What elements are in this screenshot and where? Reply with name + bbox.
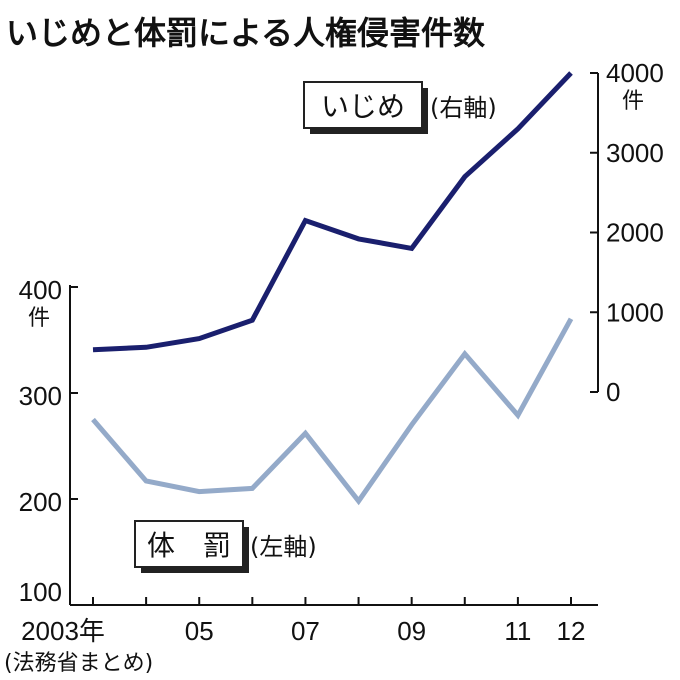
legend-ijime: いじめ (右軸) [303, 81, 497, 134]
legend-ijime-box [303, 81, 423, 129]
right-axis-tick-label: 1000 [606, 297, 664, 327]
legend-taibatsu-label: 体 罰 [147, 529, 231, 562]
right-axis-tick-label: 4000 [606, 58, 664, 88]
right-axis-unit: 件 [622, 89, 644, 114]
left-axis-tick-label: 300 [19, 381, 62, 411]
x-axis-tick-label: 11 [504, 616, 531, 646]
right-axis: 0 1000 2000 3000 4000 [590, 58, 664, 407]
right-axis-tick-label: 3000 [606, 138, 664, 168]
legend-taibatsu-axis-note: (左軸) [250, 533, 317, 561]
x-axis-tick-label: 07 [291, 616, 320, 646]
left-axis-tick-label: 200 [19, 487, 62, 517]
source-note: (法務省まとめ) [4, 651, 153, 676]
left-axis: 100 200 300 400 [19, 275, 78, 607]
x-axis-tick-label: 05 [185, 616, 214, 646]
x-axis: 2003年 05 07 09 11 12 [21, 597, 585, 646]
left-axis-tick-label: 400 [19, 275, 62, 305]
legend-taibatsu: 体 罰 (左軸) [134, 520, 317, 573]
series-layer [91, 71, 574, 506]
series-line-ijime [92, 71, 573, 353]
left-axis-unit: 件 [28, 306, 50, 331]
legend-taibatsu-box [134, 520, 244, 568]
legend-ijime-axis-note: (右軸) [430, 94, 497, 122]
legend-ijime-label: いじめ [321, 90, 405, 123]
x-axis-tick-label: 09 [397, 616, 426, 646]
left-axis-tick-label: 100 [19, 577, 62, 607]
right-axis-tick-label: 0 [606, 377, 620, 407]
x-axis-tick-label: 12 [557, 616, 586, 646]
series-line-taibatsu [91, 317, 574, 506]
chart-title: いじめと体罰による人権侵害件数 [6, 14, 486, 52]
right-axis-tick-label: 2000 [606, 218, 664, 248]
x-axis-tick-label: 2003年 [21, 616, 105, 646]
